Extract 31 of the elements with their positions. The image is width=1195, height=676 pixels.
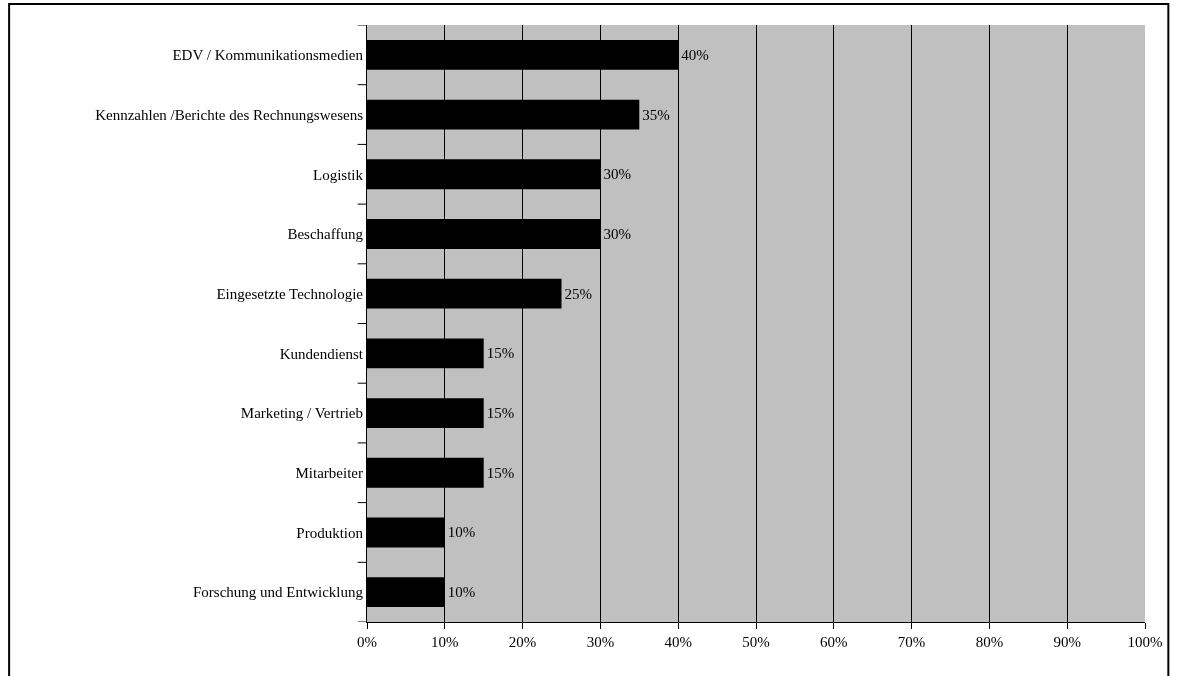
x-tick-label: 20% — [508, 634, 537, 650]
data-label: 40% — [681, 46, 709, 63]
y-tick-label: Produktion — [296, 524, 364, 541]
data-label: 25% — [564, 285, 592, 302]
data-label: 30% — [603, 225, 631, 242]
y-tick-label: Marketing / Vertrieb — [240, 405, 363, 422]
x-tick-label: 10% — [431, 634, 459, 650]
y-tick-label: Logistik — [312, 166, 364, 183]
x-tick-label: 100% — [1127, 634, 1163, 650]
x-tick-label: 70% — [897, 634, 926, 650]
x-tick-label: 50% — [742, 634, 770, 650]
data-label: 15% — [486, 345, 515, 362]
x-tick-label: 0% — [357, 634, 377, 650]
y-tick-label: Mitarbeiter — [295, 465, 363, 481]
x-tick-label: 30% — [586, 634, 615, 650]
y-tick-label: Eingesetzte Technologie — [216, 285, 364, 302]
data-label: 15% — [486, 405, 515, 422]
y-tick-label: EDV / Kommunikationsmedien — [172, 47, 364, 64]
data-label: 35% — [642, 106, 670, 123]
y-tick-label: Beschaffung — [287, 226, 364, 243]
y-tick-label: Kennzahlen /Berichte des Rechnungswesens — [95, 106, 364, 123]
x-tick-label: 90% — [1053, 634, 1081, 650]
data-label: 10% — [447, 584, 476, 601]
x-tick-label: 80% — [975, 634, 1004, 650]
y-tick-label: Kundendienst — [279, 345, 364, 362]
x-tick-label: 40% — [664, 634, 692, 650]
data-label: 15% — [486, 464, 515, 481]
x-tick-label: 60% — [820, 634, 848, 650]
data-label: 30% — [603, 166, 631, 183]
y-tick-label: Forschung und Entwicklung — [193, 584, 364, 601]
data-label: 10% — [447, 524, 476, 541]
